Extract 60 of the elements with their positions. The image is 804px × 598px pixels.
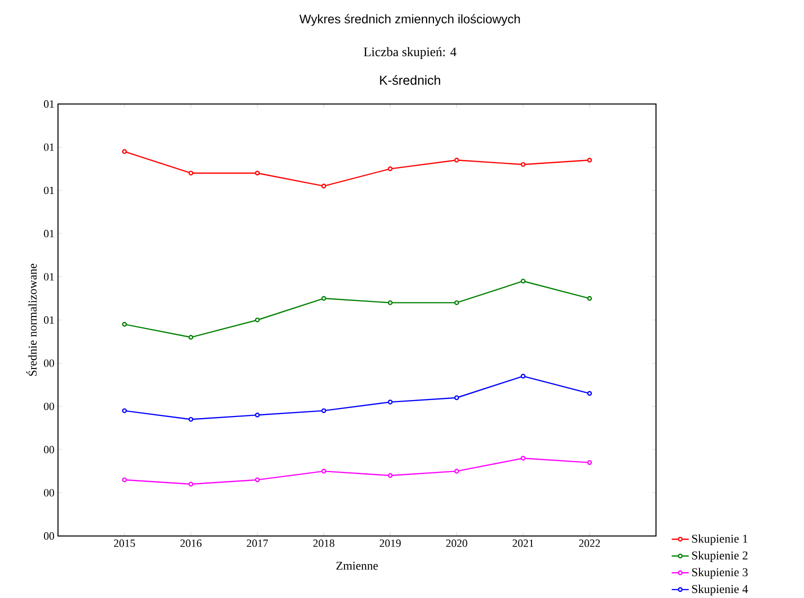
point — [454, 468, 460, 474]
y-axis-title: Średnie normalizowane — [26, 264, 37, 376]
point — [188, 416, 194, 422]
y-tick-label: 01 — [44, 100, 54, 108]
y-tick-label: 01 — [44, 272, 54, 280]
chart-title: Wykres średnich zmiennych ilościowych — [299, 14, 520, 26]
y-tick-label: 00 — [44, 359, 54, 367]
y-tick-label: 00 — [44, 488, 54, 496]
point — [388, 399, 393, 404]
point — [188, 334, 194, 340]
point — [122, 322, 127, 326]
y-tick-label: 00 — [44, 446, 54, 454]
point — [188, 482, 194, 486]
point — [454, 158, 460, 162]
x-tick-label: 2019 — [380, 539, 401, 547]
x-tick-label: 2021 — [512, 539, 534, 547]
y-tick-label: 01 — [44, 186, 54, 194]
point — [321, 183, 326, 188]
y-tick-label: 01 — [44, 143, 54, 151]
x-tick-label: 2015 — [114, 539, 135, 547]
legend-label: Skupienie 3 — [692, 568, 748, 579]
x-tick-label: 2018 — [313, 539, 334, 547]
y-tick-label: 00 — [44, 532, 54, 540]
point — [254, 317, 260, 322]
point — [454, 395, 460, 400]
legend-label: Skupienie 2 — [692, 550, 748, 562]
point — [188, 170, 194, 176]
point — [122, 477, 127, 482]
point — [321, 408, 326, 413]
point — [520, 374, 526, 378]
point — [587, 390, 592, 396]
x-tick-label: 2017 — [246, 539, 268, 547]
point — [388, 300, 393, 305]
point — [122, 408, 127, 413]
point — [254, 412, 260, 418]
y-tick-label: 01 — [44, 230, 54, 238]
point — [587, 158, 592, 162]
legend-label: Skupienie 4 — [692, 584, 748, 596]
point — [388, 472, 393, 478]
y-tick-label: 01 — [44, 316, 54, 324]
point — [321, 296, 326, 301]
point — [520, 162, 526, 167]
point — [587, 296, 592, 301]
x-tick-label: 2020 — [446, 539, 468, 547]
point — [587, 460, 592, 465]
x-axis-title: Zmienne — [336, 562, 378, 570]
legend-label: Skupienie 1 — [692, 534, 748, 545]
point — [454, 300, 460, 305]
point — [520, 456, 526, 460]
point — [321, 468, 326, 474]
text: K-średnich — [380, 74, 440, 85]
x-tick-label: 2022 — [579, 539, 600, 547]
point — [254, 477, 260, 482]
x-tick-label: 2016 — [180, 539, 202, 547]
point — [520, 278, 526, 284]
point — [122, 148, 127, 154]
point — [388, 166, 393, 171]
chart-subtitle: Liczba skupień: 4 — [364, 46, 456, 59]
y-tick-label: 00 — [44, 402, 54, 410]
point — [254, 170, 260, 176]
